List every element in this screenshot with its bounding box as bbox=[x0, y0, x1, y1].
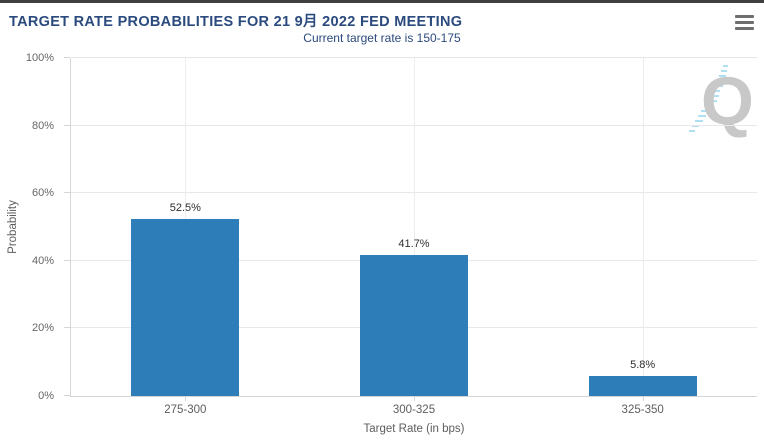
v-gridline bbox=[642, 58, 644, 396]
plot-area: Target Rate (in bps) Q 52.5% 275-300 41.7%… bbox=[64, 57, 757, 435]
y-tick-label: 0% bbox=[38, 390, 54, 402]
x-tick-label: 300-325 bbox=[392, 404, 436, 416]
y-tick-mark bbox=[64, 57, 70, 58]
y-tick-mark bbox=[64, 259, 70, 261]
hamburger-menu-icon[interactable] bbox=[735, 15, 754, 33]
y-tick-label: 80% bbox=[31, 119, 54, 132]
chart-subtitle: Current target rate is 150-175 bbox=[303, 31, 461, 45]
y-tick-label: 60% bbox=[31, 187, 54, 200]
hamburger-bar bbox=[735, 27, 754, 30]
quandl-watermark-q-icon: Q bbox=[689, 63, 754, 138]
y-axis-labels: 0% 20% 40% 60% 80% 100% bbox=[0, 52, 62, 402]
y-tick-mark bbox=[64, 395, 70, 396]
bar bbox=[131, 218, 240, 396]
bar-value-label: 41.7% bbox=[398, 238, 430, 251]
x-tick-mark bbox=[414, 396, 415, 401]
y-tick-label: 20% bbox=[31, 322, 54, 335]
bar-value-label: 5.8% bbox=[630, 359, 656, 372]
x-axis-title: Target Rate (in bps) bbox=[363, 423, 465, 435]
x-tick-label: 275-300 bbox=[164, 404, 207, 416]
page-title: TARGET RATE PROBABILITIES FOR 21 9月 2022… bbox=[9, 14, 463, 30]
x-tick-mark bbox=[185, 396, 187, 401]
x-tick-mark bbox=[642, 396, 644, 401]
x-tick-label: 325-350 bbox=[621, 404, 664, 416]
y-tick-label: 40% bbox=[31, 254, 54, 267]
bar bbox=[588, 376, 697, 396]
y-tick-mark bbox=[64, 124, 70, 126]
bar-value-label: 52.5% bbox=[169, 201, 201, 214]
hamburger-bar bbox=[735, 15, 754, 18]
y-tick-label: 100% bbox=[25, 52, 54, 64]
y-tick-mark bbox=[64, 327, 70, 329]
v-gridline bbox=[414, 58, 415, 396]
h-gridline bbox=[71, 57, 757, 58]
svg-text:Q: Q bbox=[701, 63, 754, 138]
bar bbox=[360, 255, 468, 396]
hamburger-bar bbox=[735, 21, 754, 24]
y-tick-mark bbox=[64, 192, 70, 194]
